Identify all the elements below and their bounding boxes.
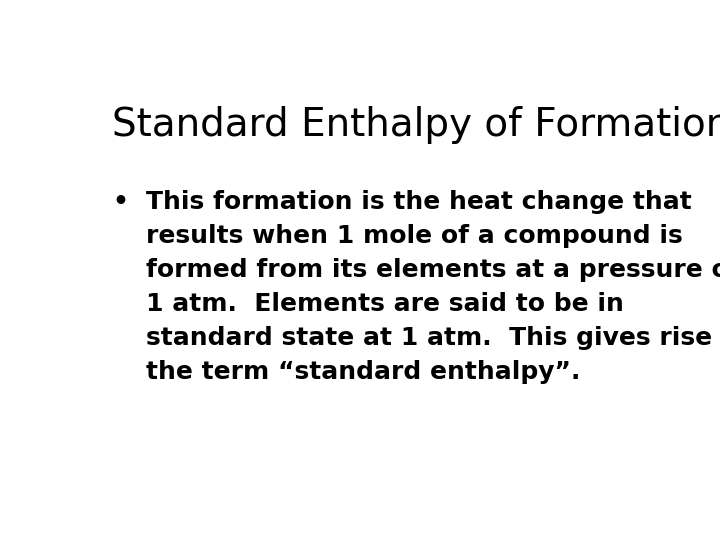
- Text: standard state at 1 atm.  This gives rise to: standard state at 1 atm. This gives rise…: [145, 326, 720, 350]
- Text: the term “standard enthalpy”.: the term “standard enthalpy”.: [145, 360, 580, 384]
- Text: •: •: [112, 190, 128, 213]
- Text: results when 1 mole of a compound is: results when 1 mole of a compound is: [145, 224, 683, 248]
- Text: This formation is the heat change that: This formation is the heat change that: [145, 190, 691, 213]
- Text: formed from its elements at a pressure of: formed from its elements at a pressure o…: [145, 258, 720, 282]
- Text: 1 atm.  Elements are said to be in: 1 atm. Elements are said to be in: [145, 292, 624, 316]
- Text: Standard Enthalpy of Formation: Standard Enthalpy of Formation: [112, 106, 720, 144]
